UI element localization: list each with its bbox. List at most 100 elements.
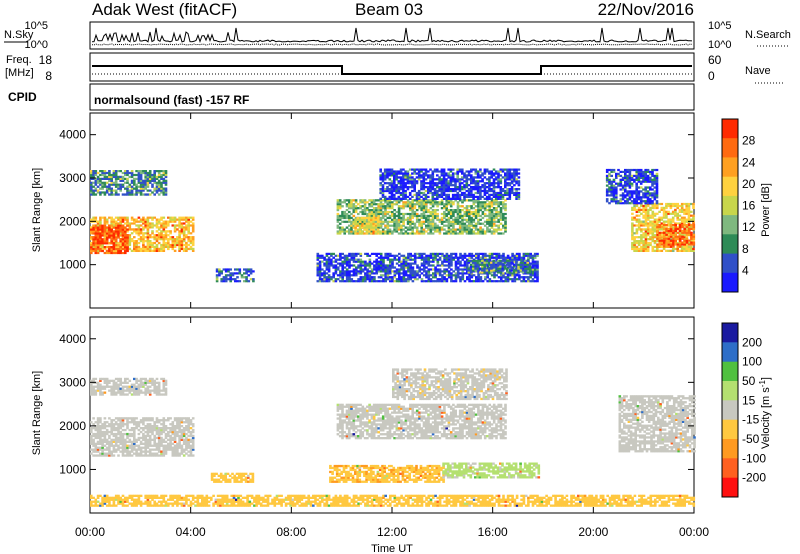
heatmap-cell-2: [133, 177, 136, 180]
heatmap-cell-4: [415, 220, 419, 223]
heatmap-cell-6: [375, 266, 378, 269]
heatmap-cell-11: [605, 198, 609, 201]
heatmap-cell-4: [422, 203, 426, 206]
heatmap-cell-6: [398, 258, 401, 261]
heatmap-cell-8: [381, 189, 385, 193]
heatmap-cell-9: [660, 236, 664, 239]
heatmap-cell-11: [628, 180, 632, 183]
heatmap-cell-2: [101, 183, 104, 186]
heatmap-cell-0: [144, 224, 147, 227]
heatmap-cell-4: [447, 226, 451, 229]
heatmap-cell-4: [490, 222, 494, 225]
heatmap-cell-6: [443, 254, 446, 257]
heatmap-cell-0: [155, 236, 159, 239]
heatmap-cell-4: [377, 205, 380, 208]
heatmap-cell-4: [434, 210, 437, 214]
heatmap-cell-8: [472, 168, 475, 171]
heatmap-cell-9: [687, 218, 691, 221]
heatmap-cell-4: [474, 226, 478, 229]
heatmap-cell-0: [137, 216, 141, 219]
heatmap-cell-9: [662, 208, 666, 211]
heatmap-cell-8: [506, 193, 509, 196]
heatmap-cell-4: [486, 220, 489, 223]
heatmap-cell-8: [397, 186, 401, 189]
heatmap-cell-2: [101, 177, 104, 180]
heatmap-cell-4: [348, 210, 351, 214]
heatmap-cell-9: [676, 222, 679, 225]
heatmap-cell-2: [130, 187, 134, 190]
heatmap-cell-1: [96, 236, 100, 239]
heatmap-cell-4: [409, 205, 412, 208]
heatmap-cell-4: [397, 207, 401, 210]
heatmap-cell-4: [336, 226, 340, 229]
heatmap-cell-0: [148, 236, 152, 239]
heatmap-cell-4: [445, 199, 448, 202]
heatmap-cell-9: [653, 240, 657, 243]
heatmap-cell-0: [178, 234, 181, 237]
heatmap-cell-4: [377, 210, 380, 214]
heatmap-cell-6: [443, 256, 446, 259]
heatmap-cell-8: [449, 170, 453, 173]
heatmap-cell-0: [101, 243, 104, 247]
heatmap-cell-6: [364, 264, 367, 267]
heatmap-cell-6: [389, 268, 392, 271]
heatmap-cell-4: [381, 214, 385, 218]
heatmap-cell-9: [660, 208, 664, 211]
heatmap-cell-6: [321, 254, 324, 257]
heatmap-cell-9: [680, 210, 684, 213]
heatmap-cell-0: [153, 245, 156, 248]
heatmap-cell-4: [449, 205, 453, 208]
heatmap-cell-9: [633, 206, 636, 210]
heatmap-cell-8: [497, 178, 500, 181]
heatmap-cell-9: [642, 241, 645, 245]
heatmap-cell-0: [178, 236, 181, 239]
heatmap-cell-10: [690, 243, 693, 246]
heatmap-cell-1: [105, 234, 109, 237]
heatmap-cell-6: [384, 254, 387, 257]
heatmap-cell-4: [486, 214, 489, 218]
heatmap-cell-9: [674, 204, 677, 208]
heatmap-cell-2: [103, 177, 107, 180]
heatmap-cell-7: [512, 271, 516, 274]
heatmap-cell-6: [355, 274, 358, 277]
heatmap-cell-6: [318, 268, 322, 271]
heatmap-cell-8: [386, 182, 389, 185]
heatmap-cell-4: [443, 207, 446, 210]
heatmap-cell-4: [381, 222, 385, 225]
heatmap-cell-0: [157, 234, 161, 237]
heatmap-cell-2: [135, 191, 138, 194]
heatmap-cell-8: [488, 189, 491, 193]
heatmap-cell-6: [350, 270, 354, 273]
heatmap-cell-2: [144, 170, 147, 173]
heatmap-cell-4: [393, 214, 396, 218]
heatmap-cell-0: [124, 222, 127, 225]
heatmap-cell-7: [508, 271, 511, 274]
heatmap-cell-2: [92, 173, 95, 177]
heatmap-cell-0: [142, 243, 145, 247]
heatmap-cell-6: [420, 254, 424, 257]
heatmap-cell-6: [533, 268, 537, 271]
heatmap-cell-9: [653, 212, 657, 215]
heatmap-cell-8: [451, 184, 455, 187]
heatmap-cell-9: [635, 218, 639, 221]
heatmap-cell-6: [529, 252, 532, 255]
heatmap-cell-6: [418, 268, 421, 271]
heatmap-cell-6: [350, 256, 354, 259]
heatmap-cell-6: [321, 268, 324, 271]
heatmap-cell-11: [628, 202, 632, 205]
heatmap-cell-8: [433, 182, 437, 185]
heatmap-cell-4: [504, 224, 507, 227]
heatmap-cell-0: [96, 222, 100, 225]
heatmap-cell-4: [502, 203, 505, 206]
heatmap-cell-11: [612, 186, 616, 189]
heatmap-cell-2: [155, 181, 159, 184]
heatmap-cell-4: [411, 210, 414, 214]
heatmap-cell-8: [506, 172, 509, 175]
heatmap-cell-8: [433, 184, 437, 187]
heatmap-cell-6: [386, 276, 390, 279]
heatmap-cell-5: [367, 230, 371, 233]
heatmap-cell-6: [366, 276, 369, 279]
heatmap-cell-5: [370, 220, 373, 223]
heatmap-cell-10: [690, 237, 693, 240]
heatmap-cell-0: [162, 220, 166, 223]
